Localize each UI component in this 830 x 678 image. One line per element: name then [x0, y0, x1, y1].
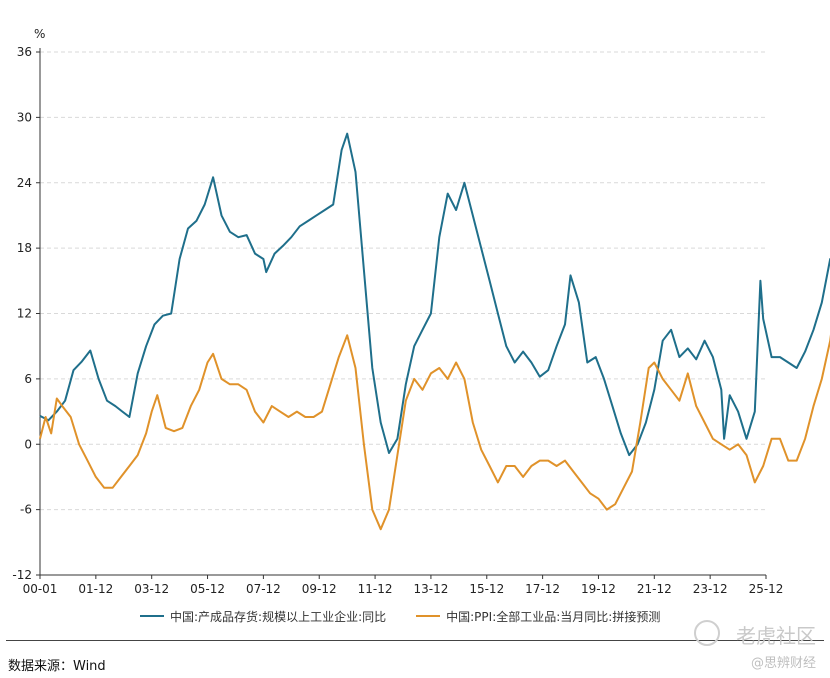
y-tick-label: -6	[20, 503, 32, 517]
series-line-1	[39, 334, 830, 531]
x-tick-label: 01-12	[78, 582, 113, 596]
x-tick-label: 15-12	[469, 582, 504, 596]
series	[39, 132, 830, 531]
series-line-0	[39, 132, 830, 457]
y-tick-label: 36	[17, 45, 32, 59]
y-tick-label: 18	[17, 241, 32, 255]
y-tick-label: 30	[17, 110, 32, 124]
y-tick-label: 24	[17, 176, 32, 190]
x-tick-label: 21-12	[637, 582, 672, 596]
y-tick-label: 0	[24, 437, 32, 451]
legend-swatch-ppi	[416, 615, 441, 617]
y-tick-label: 6	[24, 372, 32, 386]
x-tick-label: 17-12	[525, 582, 560, 596]
legend-item-ppi: 中国:PPI:全部工业品:当月同比:拼接预测	[416, 608, 660, 625]
y-tick-label: 12	[17, 307, 32, 321]
source-note: 数据来源：Wind	[8, 659, 106, 674]
x-tick-label: 09-12	[302, 582, 337, 596]
x-tick-label: 25-12	[749, 582, 784, 596]
y-unit-label: %	[34, 27, 45, 41]
watermark-sub: @思辨财经	[750, 656, 816, 671]
tick-labels: 36 30 24 18 12 6 0 -6 -12% 00-01 01-12 03-12 05-12 07…	[12, 27, 783, 596]
x-tick-label: 00-01	[23, 582, 58, 596]
grid-lines	[40, 51, 766, 511]
legend-label-inventory: 中国:产成品存货:规模以上工业企业:同比	[170, 609, 387, 624]
x-tick-label: 05-12	[190, 582, 225, 596]
chart: 36 30 24 18 12 6 0 -6 -12% 00-01 01-12 03-12 05-12 07…	[12, 27, 830, 596]
x-tick-label: 11-12	[358, 582, 393, 596]
watermark-logo-icon	[694, 620, 720, 646]
legend: 中国:产成品存货:规模以上工业企业:同比 中国:PPI:全部工业品:当月同比:拼…	[140, 606, 660, 626]
x-tick-label: 19-12	[581, 582, 616, 596]
legend-item-inventory: 中国:产成品存货:规模以上工业企业:同比	[140, 608, 386, 625]
x-tick-label: 07-12	[246, 582, 281, 596]
x-tick-label: 23-12	[693, 582, 728, 596]
y-tick-label: -12	[12, 568, 32, 582]
x-tick-label: 13-12	[413, 582, 448, 596]
legend-swatch-inventory	[140, 615, 164, 617]
watermark: 老虎社区	[736, 624, 816, 648]
axes	[36, 48, 767, 579]
x-tick-label: 03-12	[134, 582, 169, 596]
divider	[6, 640, 824, 641]
legend-label-ppi: 中国:PPI:全部工业品:当月同比:拼接预测	[446, 609, 661, 624]
